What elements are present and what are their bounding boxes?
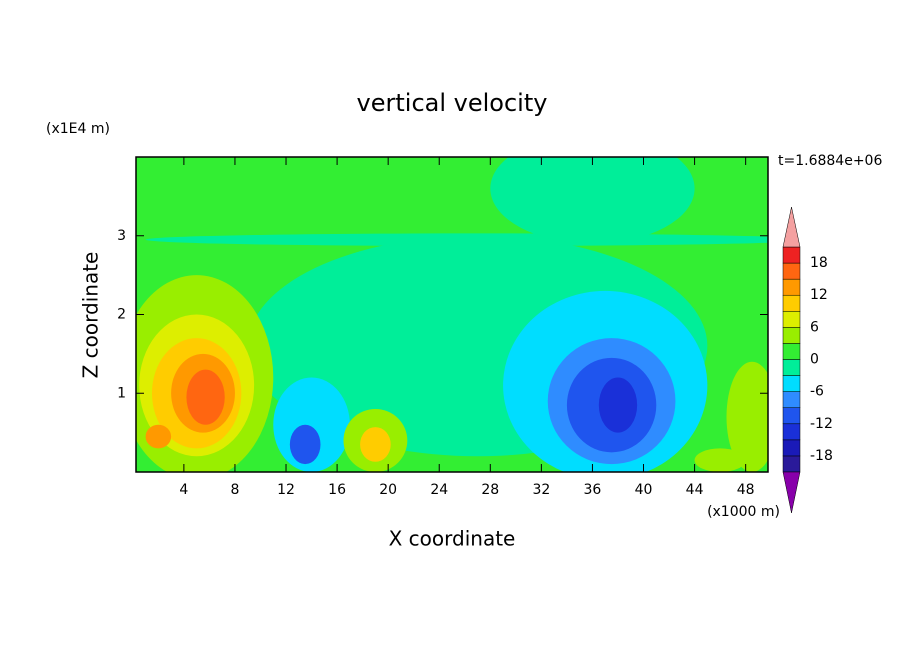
colorbar-tick-label: -12 xyxy=(810,416,833,432)
x-tick-label: 28 xyxy=(481,482,499,498)
colorbar-band xyxy=(782,311,801,328)
colorbar-band xyxy=(782,391,801,408)
colorbar-over xyxy=(782,206,801,248)
colorbar-under xyxy=(782,471,801,514)
colorbar-tick-label: -18 xyxy=(810,448,833,464)
colorbar-tick-label: 18 xyxy=(810,255,828,271)
colorbar-band xyxy=(782,262,801,280)
colorbar-band xyxy=(782,246,801,264)
colorbar-tick-label: 12 xyxy=(810,287,828,303)
colorbar-band xyxy=(782,455,801,473)
colorbar-tick-label: -6 xyxy=(810,384,824,400)
contour-region xyxy=(289,424,321,465)
x-tick-label: 32 xyxy=(532,482,550,498)
y-tick-label: 3 xyxy=(117,228,126,244)
contour-region xyxy=(145,424,172,449)
x-axis-title: X coordinate xyxy=(389,527,516,551)
x-tick-label: 16 xyxy=(328,482,346,498)
x-tick-label: 40 xyxy=(635,482,653,498)
colorbar-tick-label: 6 xyxy=(810,319,819,335)
contour-region xyxy=(186,369,225,425)
colorbar-band xyxy=(782,278,801,296)
x-tick-label: 44 xyxy=(686,482,704,498)
colorbar-band xyxy=(782,343,801,360)
x-tick-label: 48 xyxy=(737,482,755,498)
colorbar-tick-label: 0 xyxy=(810,352,819,368)
x-unit: (x1000 m) xyxy=(707,504,780,520)
colorbar-band xyxy=(782,375,801,392)
colorbar-band xyxy=(782,327,801,344)
colorbar-band xyxy=(782,294,801,312)
colorbar-band xyxy=(782,359,801,376)
y-unit: (x1E4 m) xyxy=(46,121,110,137)
contour-region xyxy=(598,377,638,433)
y-axis-title: Z coordinate xyxy=(79,252,103,379)
y-tick-label: 2 xyxy=(117,307,126,323)
x-tick-label: 12 xyxy=(277,482,295,498)
x-tick-label: 20 xyxy=(379,482,397,498)
y-tick-label: 1 xyxy=(117,385,126,401)
x-tick-label: 24 xyxy=(430,482,448,498)
x-tick-label: 36 xyxy=(584,482,602,498)
colorbar-band xyxy=(782,439,801,457)
contour-region xyxy=(726,361,768,472)
contour-region xyxy=(490,157,695,244)
contour-region xyxy=(360,427,391,462)
contour-region xyxy=(694,448,746,472)
x-tick-label: 4 xyxy=(179,482,188,498)
time-label: t=1.6884e+06 xyxy=(778,153,882,169)
x-tick-label: 8 xyxy=(230,482,239,498)
chart-title: vertical velocity xyxy=(357,89,548,117)
colorbar-band xyxy=(782,407,801,425)
contour-region xyxy=(145,233,768,246)
contour-field xyxy=(136,157,768,472)
colorbar-band xyxy=(782,423,801,441)
